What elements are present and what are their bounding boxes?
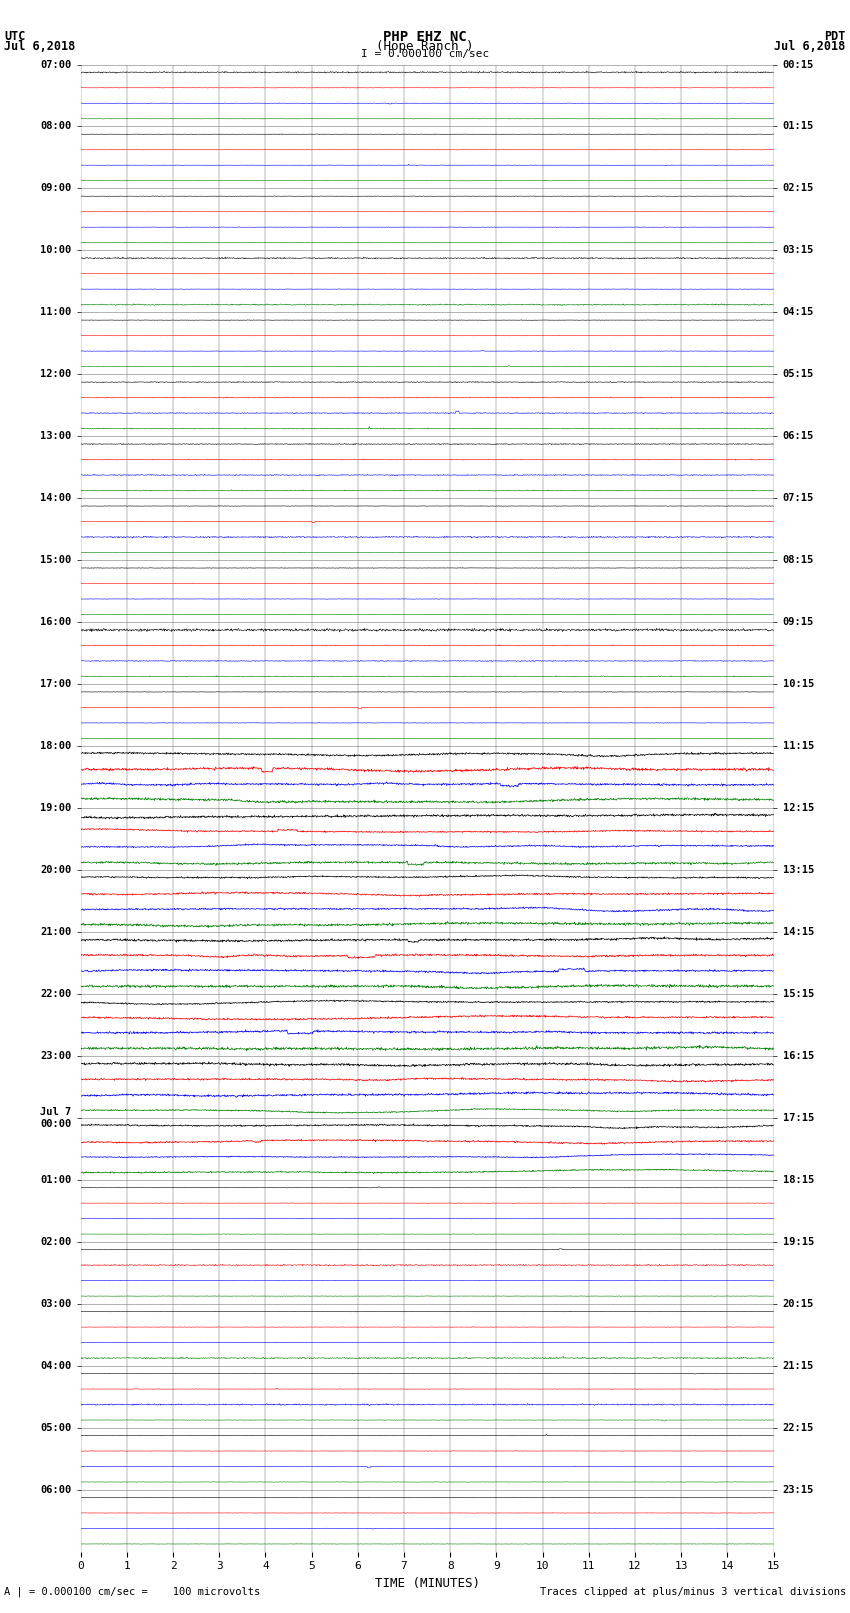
Text: PHP EHZ NC: PHP EHZ NC (383, 31, 467, 44)
Text: Jul 6,2018: Jul 6,2018 (4, 39, 76, 53)
Text: Traces clipped at plus/minus 3 vertical divisions: Traces clipped at plus/minus 3 vertical … (540, 1587, 846, 1597)
Text: Jul 6,2018: Jul 6,2018 (774, 39, 846, 53)
Text: UTC: UTC (4, 31, 26, 44)
Text: A | = 0.000100 cm/sec =    100 microvolts: A | = 0.000100 cm/sec = 100 microvolts (4, 1586, 260, 1597)
Text: (Hope Ranch ): (Hope Ranch ) (377, 39, 473, 53)
X-axis label: TIME (MINUTES): TIME (MINUTES) (375, 1578, 479, 1590)
Text: I = 0.000100 cm/sec: I = 0.000100 cm/sec (361, 50, 489, 60)
Text: PDT: PDT (824, 31, 846, 44)
